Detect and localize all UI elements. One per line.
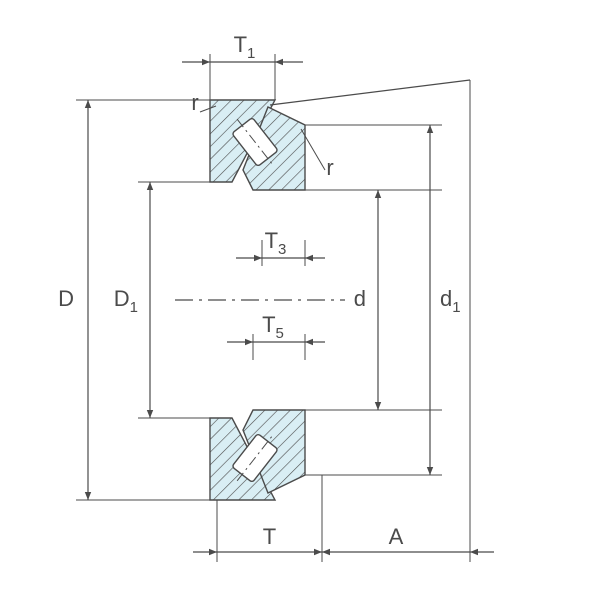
dim-label: d1 (440, 286, 461, 316)
dim-label: A (389, 524, 404, 549)
dim-label: T1 (234, 32, 256, 62)
dim-label: r (191, 90, 198, 115)
dim-label: r (326, 155, 333, 180)
dim-label: D1 (114, 286, 138, 316)
bearing-diagram: D D1 d d1 T1 r r T3 T5 T A (0, 0, 600, 600)
dim-label: T5 (262, 312, 284, 342)
dim-label: T3 (265, 228, 287, 258)
dim-label: T (263, 524, 276, 549)
dim-label: d (354, 286, 366, 311)
dim-label: D (58, 286, 74, 311)
